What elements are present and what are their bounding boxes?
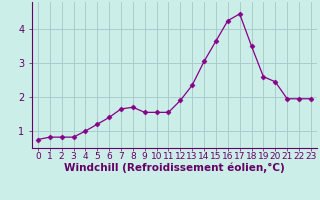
X-axis label: Windchill (Refroidissement éolien,°C): Windchill (Refroidissement éolien,°C) <box>64 163 285 173</box>
